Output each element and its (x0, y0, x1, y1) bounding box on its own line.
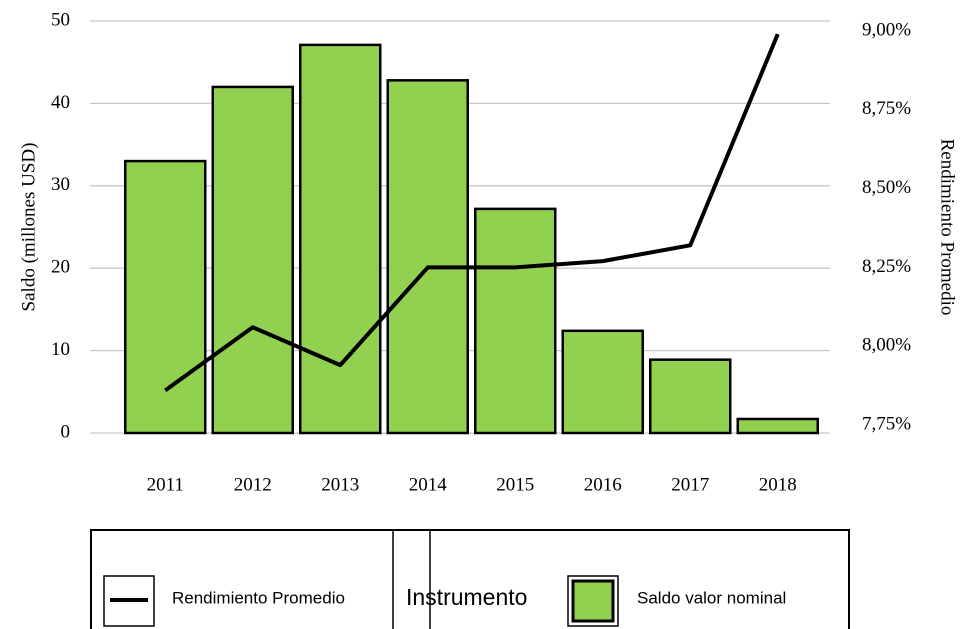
x-tick-label: 2015 (496, 474, 534, 495)
y2-tick-label: 8,25% (862, 256, 911, 277)
x-tick-label: 2016 (584, 474, 622, 495)
x-tick-label: 2012 (234, 474, 272, 495)
legend-label: Rendimiento Promedio (172, 588, 345, 607)
bar (299, 43, 382, 435)
legend-label: Saldo valor nominal (637, 588, 786, 607)
x-tick-label: 2018 (759, 474, 797, 495)
y-tick-label: 40 (51, 92, 70, 113)
y2-tick-label: 7,75% (862, 413, 911, 434)
legend-swatch (571, 579, 615, 623)
y2-tick-label: 8,00% (862, 335, 911, 356)
y-tick-label: 0 (61, 421, 71, 442)
legend-box (90, 529, 850, 629)
bar (474, 207, 557, 435)
x-tick-label: 2014 (409, 474, 448, 495)
bar (124, 159, 207, 435)
y2-axis-label: Rendimiento Promedio (937, 139, 958, 316)
bar (211, 85, 294, 435)
y-axis-label: Saldo (millones USD) (18, 143, 39, 312)
y-tick-label: 10 (51, 339, 70, 360)
y2-tick-label: 8,75% (862, 98, 911, 119)
x-tick-label: 2017 (671, 474, 709, 495)
y2-tick-label: 8,50% (862, 177, 911, 198)
bar (736, 417, 819, 435)
y2-tick-label: 9,00% (862, 19, 911, 40)
bar (561, 329, 644, 435)
legend-title: Instrumento (406, 584, 527, 610)
y-tick-label: 50 (51, 9, 70, 30)
y-tick-label: 20 (51, 257, 70, 278)
line (164, 33, 780, 392)
legend-swatch-frame (567, 575, 619, 627)
y-tick-label: 30 (51, 174, 70, 195)
x-tick-label: 2011 (147, 474, 184, 495)
legend-swatch-frame (103, 575, 155, 627)
bar (649, 358, 732, 435)
bar (386, 79, 469, 435)
x-tick-label: 2013 (321, 474, 359, 495)
